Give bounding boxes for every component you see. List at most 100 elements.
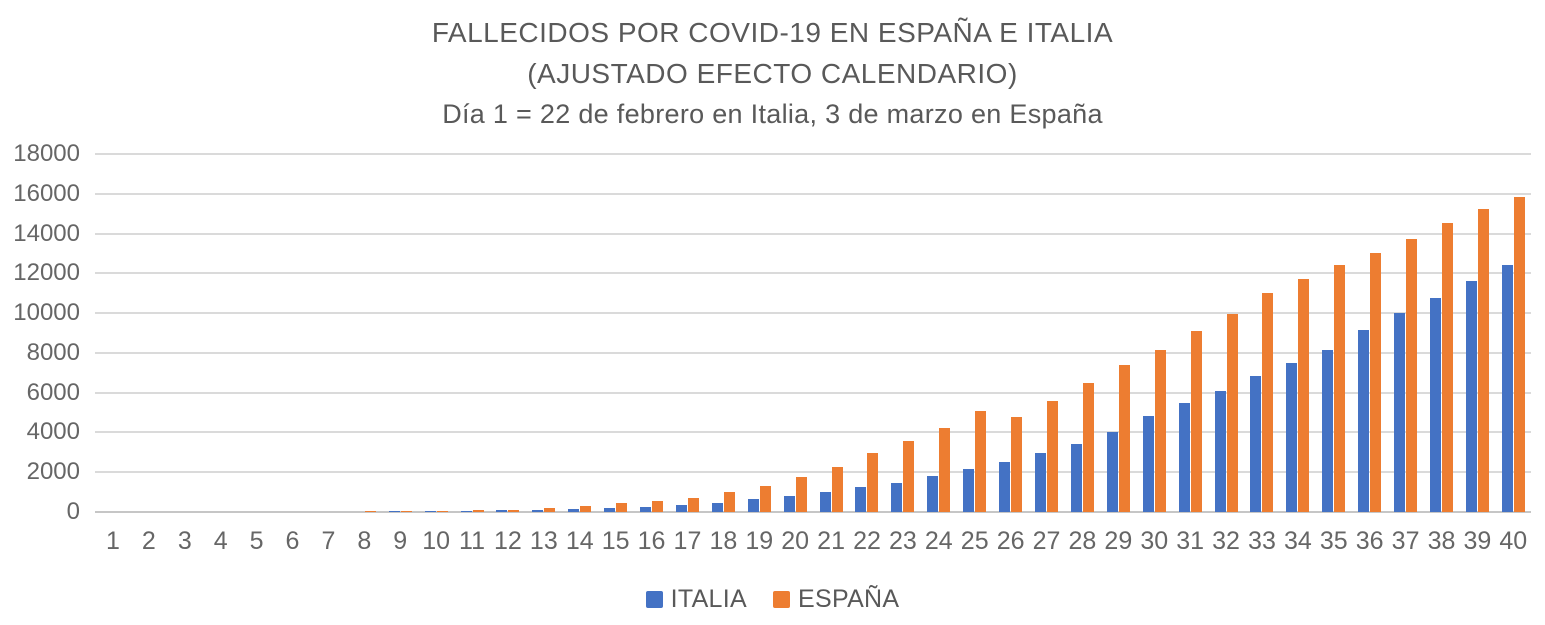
x-tick-label-9: 9 — [393, 527, 408, 555]
x-tick-label-27: 27 — [1032, 527, 1061, 555]
bar-group-day-25 — [957, 154, 993, 512]
bar-espana-day-17 — [687, 498, 699, 512]
bar-group-day-20 — [777, 154, 813, 512]
bar-group-day-40 — [1495, 154, 1531, 512]
legend-label-espana: ESPAÑA — [798, 584, 900, 613]
bar-italia-day-14 — [568, 509, 580, 512]
bar-espana-day-21 — [831, 467, 843, 512]
x-tick-label-20: 20 — [781, 527, 810, 555]
plot-area — [95, 153, 1531, 513]
bar-group-day-22 — [849, 154, 885, 512]
bar-espana-day-20 — [795, 477, 807, 512]
x-tick-label-8: 8 — [357, 527, 372, 555]
gridline-6000 — [95, 391, 1531, 394]
x-tick-label-17: 17 — [673, 527, 702, 555]
chart-subtitle: Día 1 = 22 de febrero en Italia, 3 de ma… — [442, 99, 1103, 129]
x-tick-label-36: 36 — [1355, 527, 1384, 555]
bar-group-day-4 — [203, 154, 239, 512]
x-tick-label-22: 22 — [853, 527, 881, 555]
bar-espana-day-33 — [1262, 293, 1274, 512]
legend-label-italia: ITALIA — [670, 584, 747, 613]
x-tick-label-5: 5 — [249, 527, 264, 555]
bar-espana-day-29 — [1118, 365, 1130, 512]
bar-espana-day-32 — [1226, 314, 1238, 512]
bar-group-day-8 — [346, 154, 382, 512]
bar-group-day-9 — [382, 154, 418, 512]
bar-espana-day-14 — [580, 506, 592, 512]
x-tick-label-6: 6 — [285, 527, 300, 555]
bar-group-day-26 — [993, 154, 1029, 512]
bar-group-day-34 — [1280, 154, 1316, 512]
bar-espana-day-35 — [1334, 265, 1346, 512]
x-tick-label-18: 18 — [709, 527, 738, 555]
gridline-12000 — [95, 272, 1531, 275]
x-tick-label-11: 11 — [459, 527, 485, 555]
legend-swatch-espana — [773, 590, 790, 608]
bar-italia-day-10 — [424, 511, 436, 512]
x-tick-label-32: 32 — [1212, 527, 1240, 555]
x-tick-label-34: 34 — [1283, 527, 1312, 555]
bar-italia-day-15 — [604, 508, 616, 512]
bar-espana-day-39 — [1477, 209, 1489, 512]
bar-espana-day-18 — [723, 492, 735, 512]
x-tick-label-28: 28 — [1068, 527, 1097, 555]
bar-espana-day-26 — [1011, 417, 1023, 512]
bar-italia-day-24 — [927, 476, 939, 512]
bar-group-day-13 — [526, 154, 562, 512]
bar-group-day-17 — [670, 154, 706, 512]
bar-espana-day-25 — [975, 411, 987, 512]
bar-group-day-37 — [1388, 154, 1424, 512]
y-tick-label-10000: 10000 — [13, 299, 80, 327]
y-tick-label-18000: 18000 — [13, 140, 80, 167]
x-tick-label-40: 40 — [1499, 527, 1528, 555]
bar-group-day-7 — [310, 154, 346, 512]
bar-italia-day-31 — [1178, 403, 1190, 512]
bar-group-day-10 — [418, 154, 454, 512]
chart-title-line2: (AJUSTADO EFECTO CALENDARIO) — [527, 58, 1018, 89]
bar-group-day-21 — [813, 154, 849, 512]
bar-italia-day-28 — [1070, 444, 1082, 512]
bar-espana-day-37 — [1406, 239, 1418, 512]
x-tick-label-2: 2 — [141, 527, 156, 555]
y-tick-label-16000: 16000 — [13, 179, 80, 207]
bar-italia-day-37 — [1394, 313, 1406, 512]
bar-group-day-39 — [1459, 154, 1495, 512]
bar-espana-day-16 — [652, 501, 664, 512]
bar-espana-day-11 — [472, 510, 484, 512]
bar-espana-day-10 — [436, 511, 448, 512]
bar-italia-day-34 — [1286, 363, 1298, 512]
x-tick-label-29: 29 — [1104, 527, 1133, 555]
bar-group-day-1 — [95, 154, 131, 512]
y-tick-label-14000: 14000 — [13, 219, 80, 247]
bar-italia-day-11 — [460, 511, 472, 512]
x-tick-label-39: 39 — [1463, 527, 1492, 555]
bar-group-day-27 — [1029, 154, 1065, 512]
bar-espana-day-23 — [903, 441, 915, 512]
bar-group-day-2 — [131, 154, 167, 512]
x-tick-label-15: 15 — [601, 527, 630, 555]
x-tick-label-19: 19 — [745, 527, 774, 555]
x-tick-label-4: 4 — [213, 527, 228, 555]
bar-group-day-5 — [239, 154, 275, 512]
gridline-2000 — [95, 471, 1531, 474]
bar-group-day-32 — [1208, 154, 1244, 512]
bar-italia-day-23 — [891, 483, 903, 512]
chart-title-block: FALLECIDOS POR COVID-19 EN ESPAÑA E ITAL… — [0, 12, 1545, 134]
y-axis-labels: 0 2000 4000 6000 8000 10000 12000 14000 16000 180… — [0, 140, 80, 525]
bar-italia-day-20 — [783, 496, 795, 512]
bar-espana-day-22 — [867, 453, 879, 512]
bar-espana-day-9 — [400, 511, 412, 512]
x-tick-label-21: 21 — [817, 527, 845, 555]
bar-espana-day-38 — [1441, 223, 1453, 512]
bar-group-day-28 — [1064, 154, 1100, 512]
bar-group-day-23 — [885, 154, 921, 512]
legend-item-espana: ESPAÑA — [773, 585, 899, 614]
bar-espana-day-30 — [1154, 350, 1166, 512]
gridline-10000 — [95, 312, 1531, 315]
bar-group-day-35 — [1316, 154, 1352, 512]
chart-legend: ITALIA ESPAÑA — [0, 582, 1545, 616]
bar-espana-day-19 — [759, 486, 771, 512]
x-tick-label-1: 1 — [106, 527, 120, 555]
x-tick-label-33: 33 — [1248, 527, 1276, 555]
legend-item-italia: ITALIA — [645, 584, 747, 614]
